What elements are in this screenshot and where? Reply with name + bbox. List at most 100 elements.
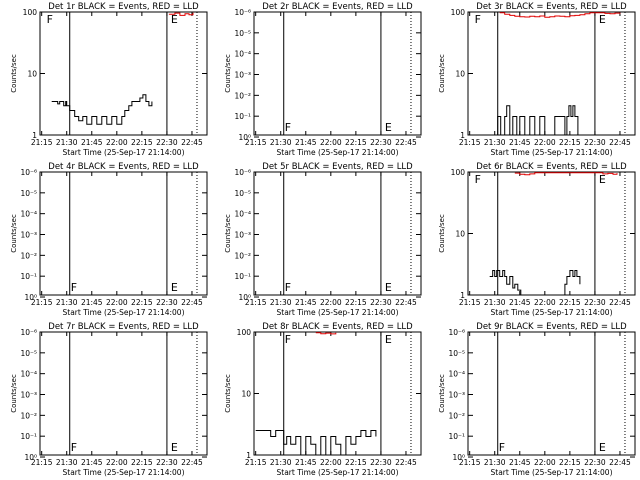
y-axis-label: Counts/sec	[224, 54, 232, 93]
flag-letter-e: E	[385, 121, 392, 134]
plot-frame	[39, 331, 208, 456]
flag-letter-f: F	[285, 281, 291, 294]
y-tick-label: 10⁻¹	[20, 432, 37, 441]
y-axis-label: Counts/sec	[10, 54, 18, 93]
x-tick-label: 21:30	[270, 298, 292, 307]
x-tick-label: 22:30	[370, 458, 392, 467]
flag-letter-e: E	[385, 281, 392, 294]
x-tick-label: 21:30	[270, 138, 292, 147]
series-events	[494, 105, 579, 136]
x-tick-label: 21:30	[56, 458, 78, 467]
y-tick-label: 10⁻¹	[20, 272, 37, 281]
x-tick-label: 21:15	[245, 298, 267, 307]
series-lld	[168, 12, 194, 16]
x-tick-label: 21:15	[459, 138, 481, 147]
flag-letter-f: F	[71, 441, 77, 454]
x-tick-label: 21:15	[459, 298, 481, 307]
y-tick-label: 10⁻⁴	[234, 50, 251, 59]
x-tick-label: 21:45	[81, 458, 103, 467]
y-tick-label: 1	[460, 131, 465, 140]
x-tick-label: 22:45	[395, 298, 417, 307]
y-tick-label: 10	[241, 390, 251, 399]
y-tick-label: 100	[451, 168, 466, 177]
x-tick-label: 22:15	[345, 138, 367, 147]
y-tick-label: 10⁻¹	[234, 272, 251, 281]
x-tick-label: 22:15	[559, 458, 581, 467]
x-tick-label: 21:45	[295, 298, 317, 307]
x-tick-label: 21:45	[295, 138, 317, 147]
plot-frame	[253, 331, 422, 456]
y-axis-label: Counts/sec	[438, 214, 446, 253]
y-tick-label: 10⁻¹	[448, 432, 465, 441]
y-tick-label: 10⁰	[24, 453, 37, 462]
flag-letter-f: F	[71, 281, 77, 294]
x-tick-label: 22:30	[156, 138, 178, 147]
y-tick-label: 10⁻⁶	[20, 168, 37, 177]
x-tick-label: 22:15	[131, 138, 153, 147]
x-tick-label: 21:45	[509, 458, 531, 467]
y-tick-label: 10⁰	[238, 293, 251, 302]
x-axis-label: Start Time (25-Sep-17 21:14:00)	[491, 468, 613, 477]
y-tick-label: 1	[460, 291, 465, 300]
x-tick-label: 21:15	[31, 138, 53, 147]
x-tick-label: 21:30	[484, 458, 506, 467]
x-tick-label: 22:15	[559, 138, 581, 147]
y-tick-label: 10⁻⁴	[20, 370, 37, 379]
x-tick-label: 21:45	[81, 138, 103, 147]
x-tick-label: 22:00	[320, 298, 342, 307]
flag-letter-f: F	[47, 13, 53, 26]
flag-letter-e: E	[171, 441, 178, 454]
x-tick-label: 22:45	[395, 138, 417, 147]
y-tick-label: 1	[246, 451, 251, 460]
flag-letter-e: E	[599, 173, 606, 186]
y-tick-label: 10⁻⁶	[448, 328, 465, 337]
x-tick-label: 21:45	[509, 138, 531, 147]
x-tick-label: 22:45	[395, 458, 417, 467]
y-axis-label: Counts/sec	[438, 374, 446, 413]
x-tick-label: 22:45	[609, 138, 631, 147]
panel-title: Det 5r BLACK = Events, RED = LLD	[262, 162, 413, 172]
y-tick-label: 10⁻²	[234, 91, 251, 100]
y-tick-label: 10⁰	[452, 453, 465, 462]
flag-letter-f: F	[285, 333, 291, 346]
y-axis-label: Counts/sec	[224, 214, 232, 253]
x-tick-label: 22:45	[181, 138, 203, 147]
x-tick-label: 21:30	[56, 138, 78, 147]
y-tick-label: 10⁻⁵	[234, 29, 251, 38]
x-axis-label: Start Time (25-Sep-17 21:14:00)	[277, 308, 399, 317]
y-tick-label: 10⁻⁶	[234, 168, 251, 177]
y-tick-label: 10	[455, 230, 465, 239]
x-tick-label: 22:15	[131, 298, 153, 307]
y-tick-label: 10⁻⁴	[20, 210, 37, 219]
panel-title: Det 8r BLACK = Events, RED = LLD	[262, 322, 413, 332]
x-tick-label: 21:15	[459, 458, 481, 467]
y-tick-label: 10⁻⁵	[234, 189, 251, 198]
flag-letter-e: E	[385, 333, 392, 346]
plot-frame	[253, 11, 422, 136]
y-tick-label: 10⁻⁵	[20, 189, 37, 198]
plot-frame	[467, 11, 636, 136]
flag-letter-f: F	[475, 173, 481, 186]
x-tick-label: 22:30	[156, 458, 178, 467]
panel-title: Det 7r BLACK = Events, RED = LLD	[48, 322, 199, 332]
x-axis-label: Start Time (25-Sep-17 21:14:00)	[63, 468, 185, 477]
flag-letter-f: F	[475, 13, 481, 26]
panel-title: Det 6r BLACK = Events, RED = LLD	[476, 162, 627, 172]
x-tick-label: 22:00	[106, 298, 128, 307]
y-tick-label: 10⁻²	[20, 411, 37, 420]
flag-letter-e: E	[599, 13, 606, 26]
y-tick-label: 100	[451, 8, 466, 17]
x-tick-label: 22:45	[181, 298, 203, 307]
series-lld	[514, 172, 618, 176]
x-tick-label: 22:30	[584, 138, 606, 147]
y-tick-label: 10⁻²	[20, 251, 37, 260]
x-tick-label: 21:15	[31, 298, 53, 307]
x-tick-label: 22:45	[609, 298, 631, 307]
y-tick-label: 100	[237, 328, 252, 337]
panel-title: Det 9r BLACK = Events, RED = LLD	[476, 322, 627, 332]
